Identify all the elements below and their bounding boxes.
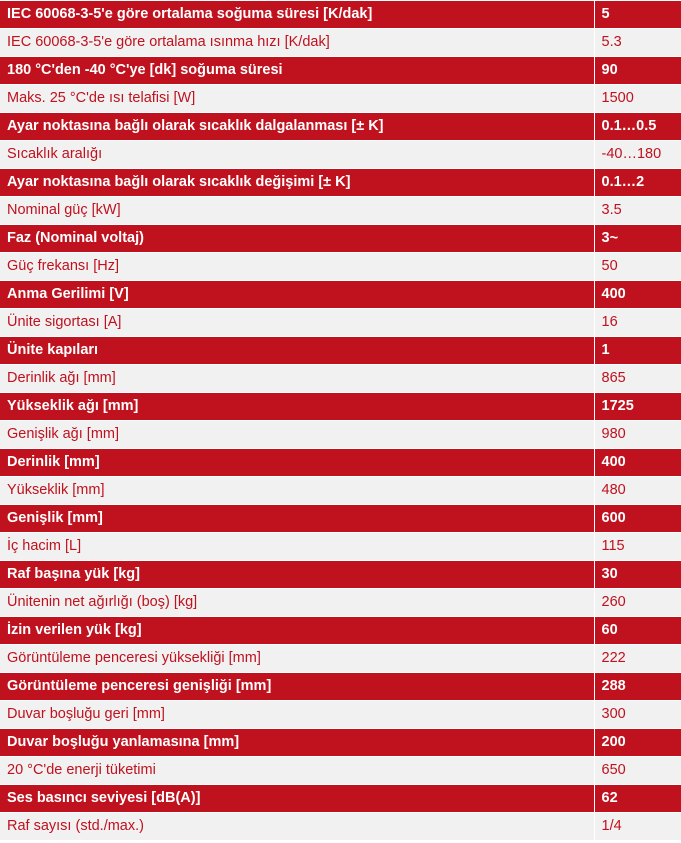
spec-value: 300 bbox=[593, 700, 681, 729]
spec-value: 400 bbox=[593, 448, 681, 477]
spec-value: 1/4 bbox=[593, 812, 681, 841]
spec-value: 3~ bbox=[593, 224, 681, 253]
spec-value: 5.3 bbox=[593, 28, 681, 57]
spec-label: Derinlik ağı [mm] bbox=[0, 364, 595, 393]
table-row: Görüntüleme penceresi yüksekliği [mm] 22… bbox=[0, 644, 681, 673]
table-row: Faz (Nominal voltaj) 3~ bbox=[0, 224, 681, 253]
spec-label: IEC 60068-3-5'e göre ortalama soğuma sür… bbox=[0, 0, 595, 29]
spec-value: 62 bbox=[593, 784, 681, 813]
table-row: Ayar noktasına bağlı olarak sıcaklık dal… bbox=[0, 112, 681, 141]
spec-value: 60 bbox=[593, 616, 681, 645]
spec-label: Ayar noktasına bağlı olarak sıcaklık değ… bbox=[0, 168, 595, 197]
spec-value: 1725 bbox=[593, 392, 681, 421]
spec-label: Raf başına yük [kg] bbox=[0, 560, 595, 589]
table-row: Genişlik ağı [mm] 980 bbox=[0, 420, 681, 449]
spec-label: Ünite kapıları bbox=[0, 336, 595, 365]
spec-label: 180 °C'den -40 °C'ye [dk] soğuma süresi bbox=[0, 56, 595, 85]
spec-value: 650 bbox=[593, 756, 681, 785]
table-row: Ünite kapıları 1 bbox=[0, 336, 681, 365]
spec-label: Genişlik [mm] bbox=[0, 504, 595, 533]
table-row: 20 °C'de enerji tüketimi 650 bbox=[0, 756, 681, 785]
table-row: Ses basıncı seviyesi [dB(A)] 62 bbox=[0, 784, 681, 813]
table-row: İzin verilen yük [kg] 60 bbox=[0, 616, 681, 645]
table-row: 180 °C'den -40 °C'ye [dk] soğuma süresi … bbox=[0, 56, 681, 85]
spec-label: Ses basıncı seviyesi [dB(A)] bbox=[0, 784, 595, 813]
spec-label: Sıcaklık aralığı bbox=[0, 140, 595, 169]
spec-label: Güç frekansı [Hz] bbox=[0, 252, 595, 281]
spec-value: 600 bbox=[593, 504, 681, 533]
spec-label: Genişlik ağı [mm] bbox=[0, 420, 595, 449]
spec-value: 980 bbox=[593, 420, 681, 449]
spec-label: Ünite sigortası [A] bbox=[0, 308, 595, 337]
table-row: Nominal güç [kW] 3.5 bbox=[0, 196, 681, 225]
table-row: Derinlik ağı [mm] 865 bbox=[0, 364, 681, 393]
spec-value: 260 bbox=[593, 588, 681, 617]
spec-value: 115 bbox=[593, 532, 681, 561]
spec-label: Yükseklik [mm] bbox=[0, 476, 595, 505]
spec-value: 222 bbox=[593, 644, 681, 673]
table-row: Ayar noktasına bağlı olarak sıcaklık değ… bbox=[0, 168, 681, 197]
table-row: Ünite sigortası [A] 16 bbox=[0, 308, 681, 337]
spec-value: 865 bbox=[593, 364, 681, 393]
table-row: Genişlik [mm] 600 bbox=[0, 504, 681, 533]
table-row: IEC 60068-3-5'e göre ortalama soğuma sür… bbox=[0, 0, 681, 29]
spec-label: Derinlik [mm] bbox=[0, 448, 595, 477]
spec-value: 1500 bbox=[593, 84, 681, 113]
spec-label: Nominal güç [kW] bbox=[0, 196, 595, 225]
spec-label: Ünitenin net ağırlığı (boş) [kg] bbox=[0, 588, 595, 617]
table-row: Derinlik [mm] 400 bbox=[0, 448, 681, 477]
spec-label: IEC 60068-3-5'e göre ortalama ısınma hız… bbox=[0, 28, 595, 57]
table-row: Güç frekansı [Hz] 50 bbox=[0, 252, 681, 281]
spec-value: 200 bbox=[593, 728, 681, 757]
table-row: Maks. 25 °C'de ısı telafisi [W] 1500 bbox=[0, 84, 681, 113]
spec-value: 30 bbox=[593, 560, 681, 589]
table-row: İç hacim [L] 115 bbox=[0, 532, 681, 561]
spec-value: 3.5 bbox=[593, 196, 681, 225]
spec-label: 20 °C'de enerji tüketimi bbox=[0, 756, 595, 785]
table-row: Anma Gerilimi [V] 400 bbox=[0, 280, 681, 309]
table-row: Yükseklik ağı [mm] 1725 bbox=[0, 392, 681, 421]
table-row: Ünitenin net ağırlığı (boş) [kg] 260 bbox=[0, 588, 681, 617]
table-row: Duvar boşluğu yanlamasına [mm] 200 bbox=[0, 728, 681, 757]
spec-value: -40…180 bbox=[593, 140, 681, 169]
spec-label: Raf sayısı (std./max.) bbox=[0, 812, 595, 841]
spec-value: 90 bbox=[593, 56, 681, 85]
spec-label: Duvar boşluğu geri [mm] bbox=[0, 700, 595, 729]
spec-label: Duvar boşluğu yanlamasına [mm] bbox=[0, 728, 595, 757]
spec-label: Görüntüleme penceresi yüksekliği [mm] bbox=[0, 644, 595, 673]
spec-value: 288 bbox=[593, 672, 681, 701]
spec-label: İç hacim [L] bbox=[0, 532, 595, 561]
spec-label: Yükseklik ağı [mm] bbox=[0, 392, 595, 421]
spec-value: 50 bbox=[593, 252, 681, 281]
spec-label: Maks. 25 °C'de ısı telafisi [W] bbox=[0, 84, 595, 113]
table-row: Duvar boşluğu geri [mm] 300 bbox=[0, 700, 681, 729]
table-row: Raf başına yük [kg] 30 bbox=[0, 560, 681, 589]
spec-value: 16 bbox=[593, 308, 681, 337]
table-row: Görüntüleme penceresi genişliği [mm] 288 bbox=[0, 672, 681, 701]
spec-label: Görüntüleme penceresi genişliği [mm] bbox=[0, 672, 595, 701]
spec-label: İzin verilen yük [kg] bbox=[0, 616, 595, 645]
spec-value: 1 bbox=[593, 336, 681, 365]
spec-label: Faz (Nominal voltaj) bbox=[0, 224, 595, 253]
spec-value: 0.1…0.5 bbox=[593, 112, 681, 141]
table-row: Raf sayısı (std./max.) 1/4 bbox=[0, 812, 681, 841]
spec-value: 0.1…2 bbox=[593, 168, 681, 197]
spec-value: 5 bbox=[593, 0, 681, 29]
spec-label: Anma Gerilimi [V] bbox=[0, 280, 595, 309]
spec-value: 480 bbox=[593, 476, 681, 505]
table-row: Sıcaklık aralığı -40…180 bbox=[0, 140, 681, 169]
spec-value: 400 bbox=[593, 280, 681, 309]
table-row: Yükseklik [mm] 480 bbox=[0, 476, 681, 505]
spec-label: Ayar noktasına bağlı olarak sıcaklık dal… bbox=[0, 112, 595, 141]
table-row: IEC 60068-3-5'e göre ortalama ısınma hız… bbox=[0, 28, 681, 57]
